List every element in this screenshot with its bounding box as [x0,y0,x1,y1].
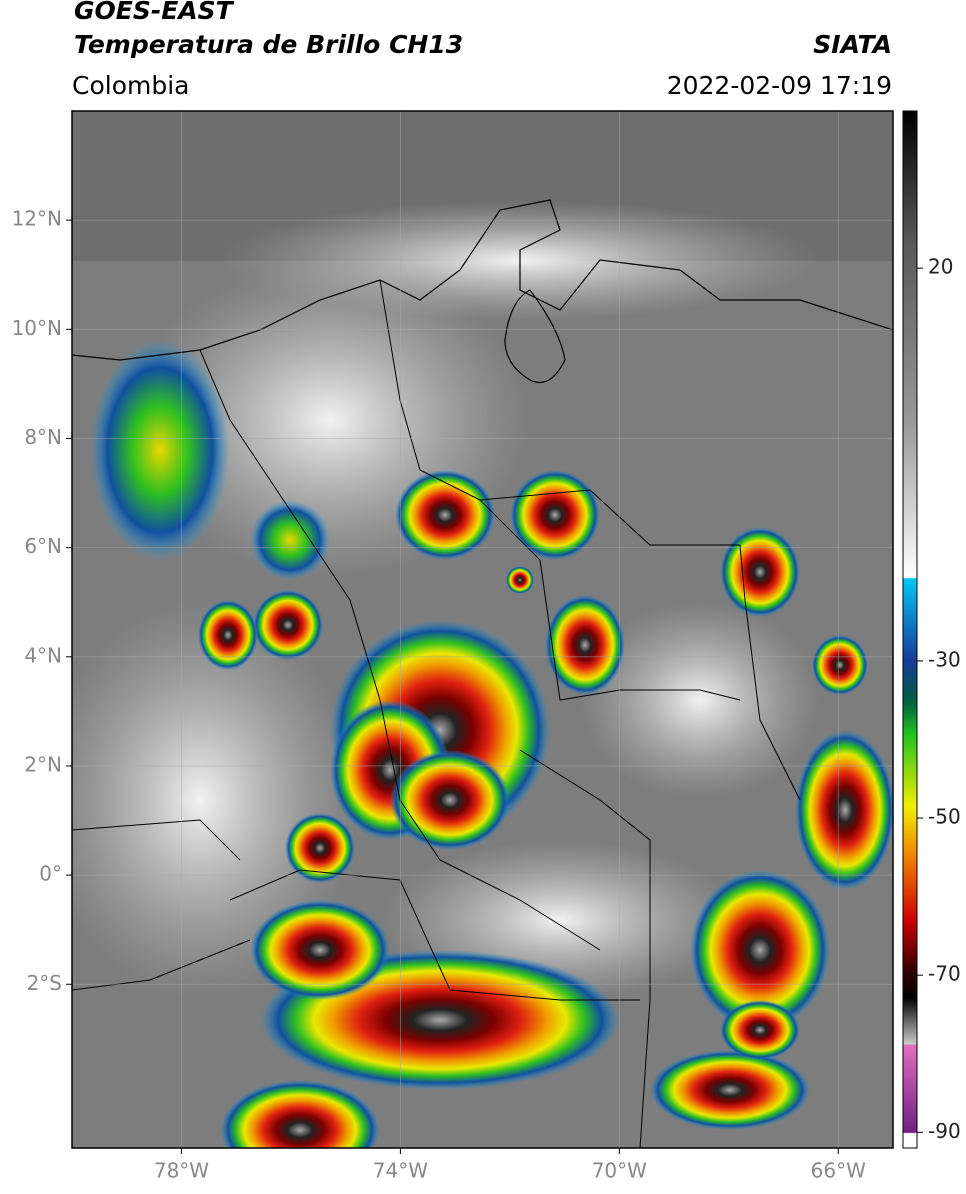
x-tick-label: 74°W [373,1159,428,1183]
colorbar-label: -70 [928,962,961,986]
colorbar-label: -30 [928,647,961,671]
map-frame [71,110,894,1149]
satellite-image [72,111,893,1148]
timestamp: 2022-02-09 17:19 [667,71,892,100]
y-tick-label: 6°N [24,534,62,558]
y-tick-label: 8°N [24,425,62,449]
colorbar-label: -50 [928,805,961,829]
region: Colombia [72,71,189,100]
x-tick-label: 70°W [592,1159,647,1183]
y-tick-label: 2°S [27,971,62,995]
y-tick-label: 10°N [12,316,62,340]
colorbar [902,110,918,1149]
y-tick-label: 2°N [24,752,62,776]
colorbar-label: 20 [928,255,953,279]
x-tick-label: 66°W [811,1159,866,1183]
title: GOES-EAST [74,0,235,25]
y-tick-label: 0° [39,862,62,886]
colorbar-label: -90 [928,1119,961,1143]
y-tick-label: 4°N [24,643,62,667]
y-tick-label: 12°N [12,207,62,231]
x-tick-label: 78°W [154,1159,209,1183]
source: SIATA [813,30,892,59]
subtitle: Temperatura de Brillo CH13 [74,30,463,59]
